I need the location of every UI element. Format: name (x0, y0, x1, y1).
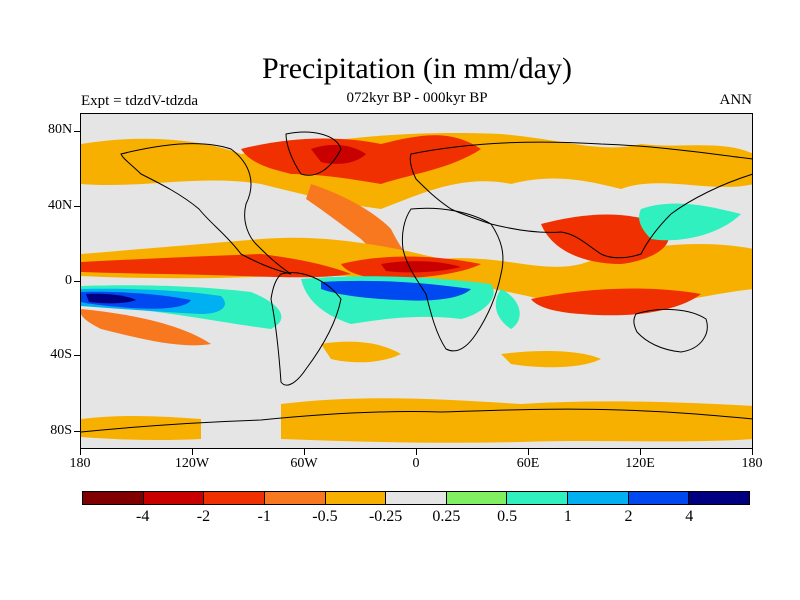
colorbar-swatch (386, 492, 447, 504)
colorbar (82, 491, 750, 505)
colorbar-label: -0.25 (368, 508, 403, 525)
coastline-africa (401, 207, 504, 352)
anomaly-red-indian (531, 288, 701, 316)
colorbar-swatch (143, 492, 205, 504)
anomaly-navy-pacific (86, 293, 136, 304)
map-panel (80, 113, 753, 449)
coastline-eurasia (409, 141, 752, 259)
anomaly-orange-south-indian (501, 351, 601, 368)
precipitation-map (81, 131, 752, 443)
season-label: ANN (719, 92, 753, 108)
anomaly-orange-south-west (81, 415, 201, 441)
colorbar-label: -2 (196, 508, 211, 525)
anomaly-red-north-atlantic (241, 135, 481, 184)
colorbar-swatch (325, 492, 387, 504)
experiment-label: Expt = tdzdV-tdzda (81, 93, 199, 109)
anomaly-red-asia (541, 214, 669, 264)
colorbar-swatch (204, 492, 265, 504)
lon-label-180w: 180 (69, 456, 91, 471)
lon-tick (304, 449, 305, 455)
lon-tick (192, 449, 193, 455)
lon-tick (528, 449, 529, 455)
lat-label-80s: 80S (50, 423, 72, 438)
anomaly-darkred-atlantic (381, 261, 461, 273)
lon-tick (640, 449, 641, 455)
colorbar-swatch (568, 492, 629, 504)
colorbar-label: -0.5 (312, 508, 338, 525)
colorbar-swatch (689, 492, 750, 504)
colorbar-label: 1 (563, 508, 572, 525)
lon-label-180e: 180 (741, 456, 763, 471)
colorbar-label: 0.5 (497, 508, 518, 525)
lat-tick (74, 131, 80, 132)
lat-tick (74, 281, 80, 282)
lon-label-60w: 60W (290, 456, 318, 471)
lat-label-40s: 40S (50, 347, 72, 362)
lon-tick (80, 449, 81, 455)
anomaly-orange-south (281, 398, 752, 443)
lon-label-120w: 120W (174, 456, 210, 471)
lat-label-0: 0 (65, 273, 72, 288)
anomaly-orange-south-pacific (81, 309, 211, 346)
coastlines (81, 131, 752, 433)
lon-label-60e: 60E (516, 456, 540, 471)
colorbar-label: 4 (685, 508, 694, 525)
colorbar-label: -1 (257, 508, 271, 525)
anomaly-cyan-indian (495, 289, 520, 329)
colorbar-swatch (446, 492, 508, 504)
coastline-antarctica (81, 408, 752, 433)
anomaly-field (81, 133, 752, 443)
colorbar-label: 0.25 (432, 508, 461, 525)
lat-tick (74, 206, 80, 207)
colorbar-swatch (628, 492, 690, 504)
map-subtitle: 072kyr BP - 000kyr BP (346, 90, 488, 106)
coastline-greenland (285, 131, 342, 176)
colorbar-swatch (83, 492, 144, 504)
lat-tick (74, 431, 80, 432)
lon-label-0: 0 (412, 456, 420, 471)
coastline-south-america (270, 272, 342, 386)
lon-tick (416, 449, 417, 455)
lon-label-120e: 120E (625, 456, 655, 471)
anomaly-cyan-west-pacific (639, 203, 741, 241)
map-title: Precipitation (in mm/day) (262, 52, 572, 85)
lon-tick (752, 449, 753, 455)
lat-tick (74, 355, 80, 356)
colorbar-swatch (507, 492, 569, 504)
lat-label-80n: 80N (48, 122, 73, 137)
colorbar-label: 2 (624, 508, 633, 525)
lat-label-40n: 40N (48, 198, 73, 213)
colorbar-swatch (264, 492, 326, 504)
coastline-north-america (120, 143, 292, 275)
colorbar-label: -4 (136, 508, 150, 525)
anomaly-blue-atlantic (321, 280, 471, 301)
coastline-australia (633, 309, 708, 353)
anomaly-orange-south-atlantic (321, 341, 401, 363)
